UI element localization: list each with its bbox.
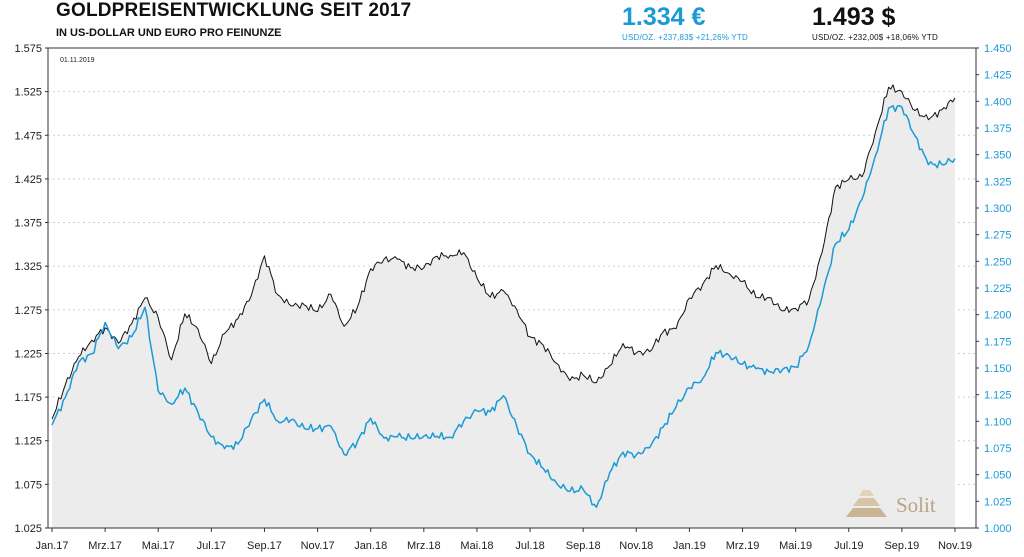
x-tick-label: Jan.19 <box>673 540 706 552</box>
eur-price-note: USD/OZ. +237,83$ +21,26% YTD <box>622 33 748 42</box>
y-left-tick-label: 1.275 <box>14 305 42 317</box>
y-left-tick-label: 1.225 <box>14 348 42 360</box>
y-right-tick-label: 1.275 <box>984 230 1012 242</box>
y-left-tick-label: 1.475 <box>14 130 42 142</box>
y-right-tick-label: 1.025 <box>984 496 1012 508</box>
y-right-tick-label: 1.075 <box>984 443 1012 455</box>
y-right-tick-label: 1.450 <box>984 43 1012 55</box>
date-label: 01.11.2019 <box>60 57 95 64</box>
x-tick-label: Jul.18 <box>515 540 544 552</box>
usd-price-line <box>51 84 956 420</box>
x-tick-label: Mrz.19 <box>726 540 760 552</box>
y-axis-left: 1.025 1.075 1.125 1.175 1.225 1.275 1.325 1.375… <box>14 43 48 535</box>
y-left-tick-label: 1.525 <box>14 87 42 99</box>
logo-text: Solit <box>896 493 936 517</box>
y-right-tick-label: 1.150 <box>984 363 1012 375</box>
y-right-tick-label: 1.425 <box>984 70 1012 82</box>
y-right-tick-label: 1.050 <box>984 470 1012 482</box>
y-left-tick-label: 1.575 <box>14 43 42 55</box>
y-right-tick-label: 1.250 <box>984 256 1012 268</box>
x-tick-label: Mrz.18 <box>407 540 441 552</box>
y-right-tick-label: 1.000 <box>984 523 1012 535</box>
x-tick-label: Jul.17 <box>197 540 226 552</box>
y-left-tick-label: 1.125 <box>14 436 42 448</box>
x-tick-label: Jul.19 <box>834 540 863 552</box>
y-left-tick-label: 1.375 <box>14 218 42 230</box>
x-tick-label: Nov.18 <box>619 540 653 552</box>
y-left-tick-label: 1.075 <box>14 479 42 491</box>
x-tick-label: Mrz.17 <box>88 540 122 552</box>
y-axis-right: 1.000 1.025 1.050 1.075 1.100 1.125 1.150 1.175… <box>976 43 1012 535</box>
x-tick-label: Mai.19 <box>779 540 812 552</box>
y-right-tick-label: 1.200 <box>984 310 1012 322</box>
y-left-tick-label: 1.425 <box>14 174 42 186</box>
x-tick-label: Sep.19 <box>884 540 919 552</box>
y-right-tick-label: 1.175 <box>984 336 1012 348</box>
y-right-tick-label: 1.225 <box>984 283 1012 295</box>
solit-logo: Solit <box>846 490 936 517</box>
x-tick-label: Jan.17 <box>35 540 68 552</box>
series-area <box>52 84 955 529</box>
y-right-tick-label: 1.100 <box>984 416 1012 428</box>
x-tick-label: Mai.18 <box>460 540 493 552</box>
eur-price: 1.334 € <box>622 3 706 31</box>
x-tick-label: Nov.17 <box>301 540 335 552</box>
eur-price-line <box>51 104 956 509</box>
y-right-tick-label: 1.350 <box>984 150 1012 162</box>
x-axis: Jan.17 Mrz.17 Mai.17 Jul.17 Sep.17 Nov.17 Jan.… <box>35 528 972 552</box>
y-left-tick-label: 1.325 <box>14 261 42 273</box>
x-tick-label: Nov.19 <box>938 540 972 552</box>
y-right-tick-label: 1.375 <box>984 123 1012 135</box>
y-right-tick-label: 1.325 <box>984 176 1012 188</box>
series-lines <box>51 84 956 509</box>
y-left-tick-label: 1.025 <box>14 523 42 535</box>
chart-title: GOLDPREISENTWICKLUNG SEIT 2017 <box>56 0 412 21</box>
chart-subtitle: IN US-DOLLAR UND EURO PRO FEINUNZE <box>56 27 282 39</box>
pyramid-icon <box>846 490 887 517</box>
y-right-tick-label: 1.125 <box>984 390 1012 402</box>
y-right-tick-label: 1.400 <box>984 96 1012 108</box>
x-tick-label: Sep.18 <box>566 540 601 552</box>
y-right-tick-label: 1.300 <box>984 203 1012 215</box>
usd-price-note: USD/OZ. +232,00$ +18,06% YTD <box>812 33 938 42</box>
x-tick-label: Mai.17 <box>142 540 175 552</box>
x-tick-label: Jan.18 <box>354 540 387 552</box>
y-left-tick-label: 1.175 <box>14 392 42 404</box>
x-tick-label: Sep.17 <box>247 540 282 552</box>
usd-price: 1.493 $ <box>812 3 896 31</box>
usd-area-fill <box>52 84 955 529</box>
